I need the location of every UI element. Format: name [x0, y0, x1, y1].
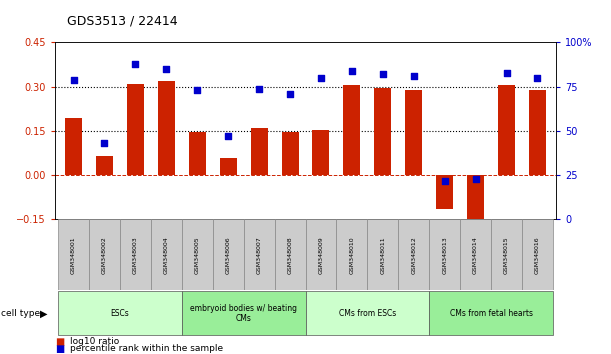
Text: GSM348002: GSM348002 [102, 236, 107, 274]
Point [470, 176, 480, 182]
Point [68, 77, 78, 82]
Bar [65, 118, 82, 175]
Bar [343, 85, 360, 175]
Point [378, 72, 388, 77]
Bar [151, 219, 182, 290]
Text: GSM348013: GSM348013 [442, 236, 447, 274]
Point [409, 73, 419, 79]
Text: embryoid bodies w/ beating
CMs: embryoid bodies w/ beating CMs [190, 304, 297, 323]
Point [502, 70, 511, 75]
Point [100, 141, 109, 146]
Bar [189, 132, 206, 175]
Bar [251, 128, 268, 175]
Bar [522, 219, 553, 290]
Bar [460, 219, 491, 290]
Text: GSM348003: GSM348003 [133, 236, 138, 274]
Bar [337, 219, 367, 290]
Text: GSM348016: GSM348016 [535, 236, 540, 274]
Text: CMs from fetal hearts: CMs from fetal hearts [450, 309, 533, 318]
Bar [498, 85, 515, 175]
Text: GSM348011: GSM348011 [380, 236, 386, 274]
Bar [375, 88, 391, 175]
Text: GSM348015: GSM348015 [504, 236, 509, 274]
Text: GSM348004: GSM348004 [164, 236, 169, 274]
Text: GSM348014: GSM348014 [473, 236, 478, 274]
Point [223, 133, 233, 139]
Text: GSM348005: GSM348005 [195, 236, 200, 274]
Text: ■: ■ [55, 337, 64, 347]
Point [285, 91, 295, 97]
Text: GSM348009: GSM348009 [318, 236, 323, 274]
Bar [306, 291, 429, 335]
Text: ESCs: ESCs [111, 309, 130, 318]
Bar [182, 219, 213, 290]
Text: GSM348008: GSM348008 [288, 236, 293, 274]
Bar [244, 219, 274, 290]
Text: GSM348010: GSM348010 [349, 236, 354, 274]
Bar [367, 219, 398, 290]
Bar [220, 158, 236, 175]
Bar [96, 156, 113, 175]
Bar [127, 84, 144, 175]
Bar [274, 219, 306, 290]
Point [440, 178, 450, 183]
Point [131, 61, 141, 67]
Bar [306, 219, 337, 290]
Text: CMs from ESCs: CMs from ESCs [338, 309, 396, 318]
Bar [58, 291, 182, 335]
Bar [491, 219, 522, 290]
Text: GSM348001: GSM348001 [71, 236, 76, 274]
Bar [120, 219, 151, 290]
Bar [182, 291, 306, 335]
Text: ■: ■ [55, 344, 64, 354]
Bar [436, 175, 453, 209]
Bar [58, 219, 89, 290]
Bar [312, 130, 329, 175]
Point [533, 75, 543, 81]
Bar [529, 90, 546, 175]
Text: GDS3513 / 22414: GDS3513 / 22414 [67, 14, 178, 27]
Bar [89, 219, 120, 290]
Bar [398, 219, 429, 290]
Point [316, 75, 326, 81]
Point [254, 86, 264, 91]
Bar [213, 219, 244, 290]
Bar [158, 81, 175, 175]
Point [161, 66, 171, 72]
Text: cell type: cell type [1, 309, 40, 318]
Bar [405, 90, 422, 175]
Text: GSM348006: GSM348006 [225, 236, 231, 274]
Text: log10 ratio: log10 ratio [70, 337, 120, 346]
Text: GSM348007: GSM348007 [257, 236, 262, 274]
Text: ▶: ▶ [40, 308, 48, 318]
Bar [282, 132, 299, 175]
Bar [429, 291, 553, 335]
Point [192, 87, 202, 93]
Text: percentile rank within the sample: percentile rank within the sample [70, 344, 224, 353]
Bar [467, 175, 484, 224]
Bar [429, 219, 460, 290]
Text: GSM348012: GSM348012 [411, 236, 416, 274]
Point [347, 68, 357, 74]
